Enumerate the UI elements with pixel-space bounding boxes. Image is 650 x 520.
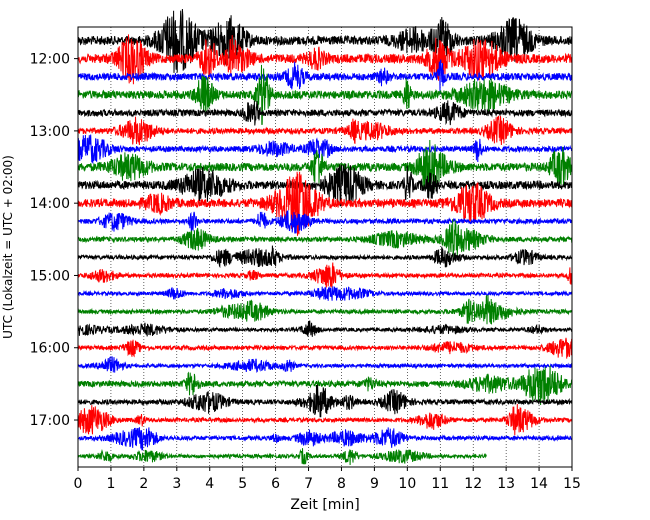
x-tick-label: 11 [431,476,449,492]
y-axis-ticks: 12:00 13:00 14:00 15:00 16:00 17:00 [30,52,78,429]
trace-1445 [77,245,573,269]
x-tick-label: 3 [172,476,181,492]
trace-1330 [77,139,573,193]
trace-1515 [77,286,573,301]
y-tick-label: 12:00 [30,52,70,68]
y-axis-label: UTC (Lokalzeit = UTC + 02:00) [1,155,15,339]
x-tick-label: 8 [337,476,346,492]
trace-series [77,8,573,466]
trace-1215 [77,59,573,94]
x-tick-label: 2 [139,476,148,492]
trace-1630 [77,365,573,406]
x-tick-label: 6 [271,476,280,492]
x-tick-label: 13 [497,476,515,492]
x-tick-label: 10 [398,476,416,492]
x-axis-ticks: 0 1 2 3 4 5 6 7 8 9 10 11 12 13 14 15 [74,467,581,492]
x-axis-label: Zeit [min] [290,497,359,513]
trace-1600 [77,337,573,359]
trace-1645 [77,384,573,418]
x-tick-label: 9 [370,476,379,492]
y-tick-label: 15:00 [30,268,70,284]
y-tick-label: 13:00 [30,124,70,140]
trace-1700 [77,403,573,436]
x-tick-label: 14 [530,476,548,492]
x-tick-label: 4 [205,476,214,492]
x-tick-label: 12 [464,476,482,492]
trace-1345 [77,163,573,207]
y-tick-label: 17:00 [30,413,70,429]
trace-1430 [77,219,573,260]
x-tick-label: 0 [74,476,83,492]
trace-1300 [77,115,573,146]
trace-1730 [77,448,487,466]
trace-1530 [77,295,573,325]
trace-1715 [77,427,573,451]
trace-1415 [77,209,573,234]
trace-1500 [77,262,573,289]
trace-1315 [77,134,573,164]
trace-1545 [77,320,573,337]
plot-frame [77,26,573,468]
x-tick-label: 15 [563,476,581,492]
x-tick-label: 1 [106,476,115,492]
x-tick-label: 5 [238,476,247,492]
y-tick-label: 14:00 [30,196,70,212]
y-tick-label: 16:00 [30,341,70,357]
trace-1245 [77,100,573,126]
trace-1400 [77,171,573,236]
x-tick-label: 7 [304,476,313,492]
trace-1615 [77,355,573,374]
trace-1145 [77,8,573,73]
trace-1230 [77,64,573,125]
